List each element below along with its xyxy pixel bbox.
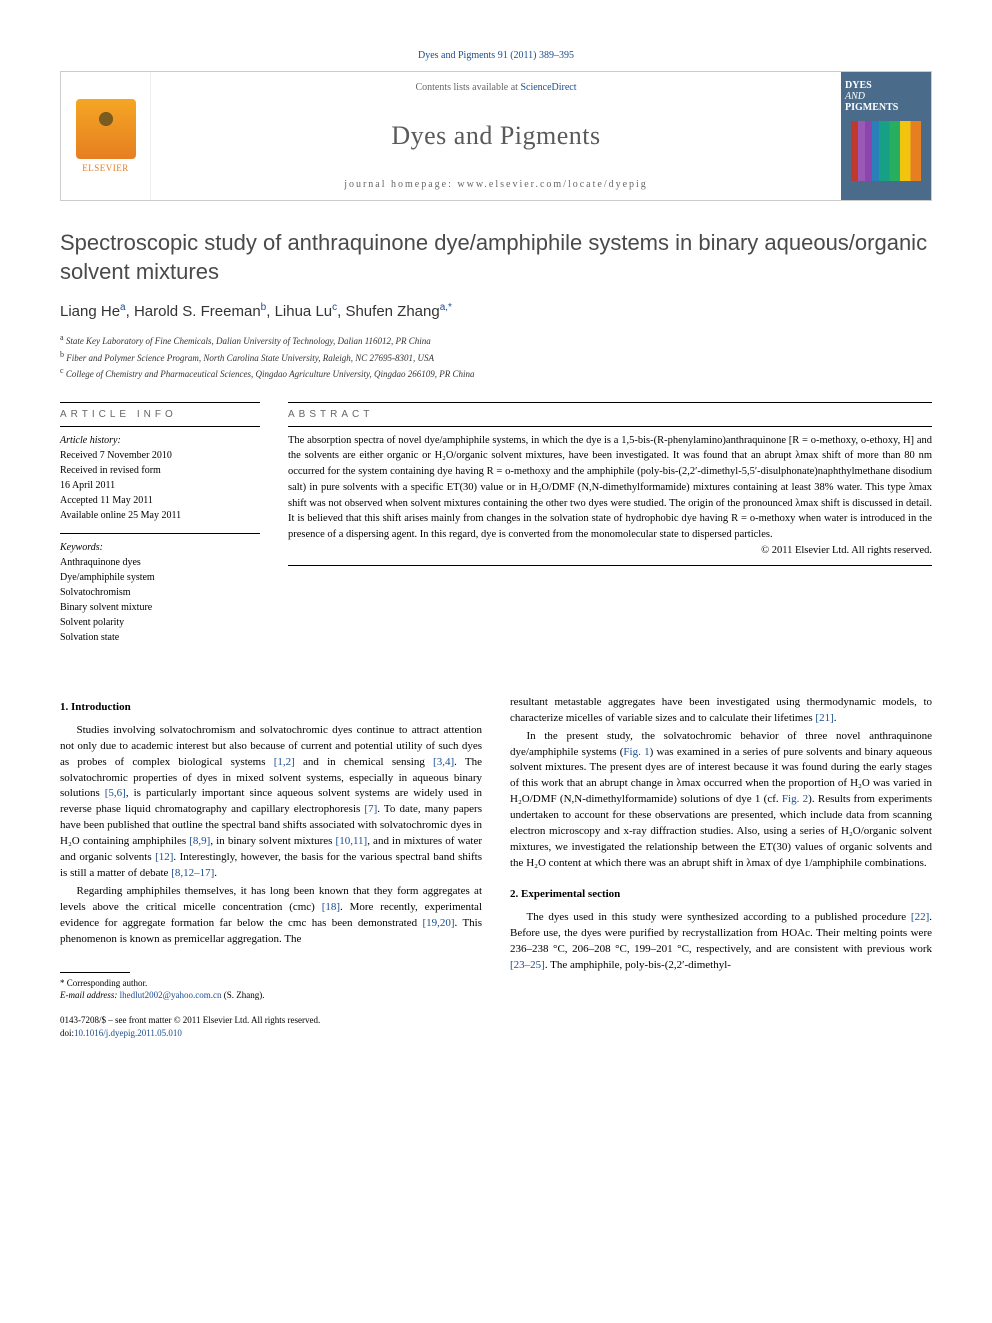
abstract-column: ABSTRACT The absorption spectra of novel…: [288, 402, 932, 655]
homepage-url[interactable]: www.elsevier.com/locate/dyepig: [457, 179, 647, 190]
contents-prefix: Contents lists available at: [415, 82, 520, 93]
history-line: 16 April 2011: [60, 478, 260, 493]
exp-para-1: The dyes used in this study were synthes…: [510, 910, 932, 974]
keyword: Dye/amphiphile system: [60, 570, 260, 585]
footnote-rule: [60, 972, 130, 973]
keyword: Solvation state: [60, 630, 260, 645]
right-column: resultant metastable aggregates have bee…: [510, 695, 932, 1040]
affiliation: c College of Chemistry and Pharmaceutica…: [60, 365, 932, 382]
cover-swatch: [851, 121, 921, 181]
abstract-label: ABSTRACT: [288, 403, 932, 426]
text: .: [834, 712, 837, 724]
article-info-column: ARTICLE INFO Article history: Received 7…: [60, 402, 260, 655]
intro-para-1: Studies involving solvatochromism and so…: [60, 723, 482, 882]
cover-title-3: PIGMENTS: [845, 102, 898, 113]
homepage-prefix: journal homepage:: [344, 179, 457, 190]
email-suffix: (S. Zhang).: [221, 990, 264, 1000]
corresponding-author-footnote: * Corresponding author. E-mail address: …: [60, 977, 482, 1002]
doi-prefix: doi:: [60, 1028, 74, 1038]
history-line: Accepted 11 May 2011: [60, 493, 260, 508]
ref-8-9[interactable]: [8,9]: [189, 835, 210, 847]
heading-introduction: 1. Introduction: [60, 701, 482, 713]
doi-link[interactable]: 10.1016/j.dyepig.2011.05.010: [74, 1028, 182, 1038]
elsevier-label: ELSEVIER: [82, 163, 129, 173]
text: , in binary solvent mixtures: [210, 835, 335, 847]
ref-18[interactable]: [18]: [322, 901, 340, 913]
cover-title: DYES AND PIGMENTS: [845, 80, 927, 113]
ref-8-12-17[interactable]: [8,12–17]: [171, 867, 214, 879]
affiliation: b Fiber and Polymer Science Program, Nor…: [60, 349, 932, 366]
email-label: E-mail address:: [60, 990, 120, 1000]
text: . The amphiphile, poly-bis-(2,2′-dimethy…: [545, 959, 731, 971]
text: and in chemical sensing: [295, 756, 433, 768]
bottom-meta: 0143-7208/$ – see front matter © 2011 El…: [60, 1014, 482, 1039]
keyword: Binary solvent mixture: [60, 600, 260, 615]
heading-experimental: 2. Experimental section: [510, 888, 932, 900]
abstract-body: The absorption spectra of novel dye/amph…: [288, 435, 932, 541]
ref-10-11[interactable]: [10,11]: [336, 835, 368, 847]
front-matter: 0143-7208/$ – see front matter © 2011 El…: [60, 1014, 482, 1027]
abstract-text: The absorption spectra of novel dye/amph…: [288, 427, 932, 565]
top-citation: Dyes and Pigments 91 (2011) 389–395: [60, 50, 932, 61]
intro-para-3: In the present study, the solvatochromic…: [510, 729, 932, 872]
history-line: Available online 25 May 2011: [60, 508, 260, 523]
history-line: Received 7 November 2010: [60, 448, 260, 463]
corr-author: * Corresponding author.: [60, 977, 482, 990]
text: resultant metastable aggregates have bee…: [510, 696, 932, 724]
affiliation: a State Key Laboratory of Fine Chemicals…: [60, 332, 932, 349]
left-column: 1. Introduction Studies involving solvat…: [60, 695, 482, 1040]
elsevier-tree-icon: [76, 99, 136, 159]
article-history: Article history: Received 7 November 201…: [60, 427, 260, 533]
history-label: Article history:: [60, 433, 260, 448]
fig-1-link[interactable]: Fig. 1: [623, 746, 649, 758]
cover-title-2: AND: [845, 91, 865, 102]
text: .: [214, 867, 217, 879]
fig-2-link[interactable]: Fig. 2: [782, 793, 808, 805]
ref-23-25[interactable]: [23–25]: [510, 959, 545, 971]
authors: Liang Hea, Harold S. Freemanb, Lihua Luc…: [60, 302, 932, 320]
text: The dyes used in this study were synthes…: [527, 911, 911, 923]
ref-1-2[interactable]: [1,2]: [274, 756, 295, 768]
intro-para-2-cont: resultant metastable aggregates have bee…: [510, 695, 932, 727]
journal-cover: DYES AND PIGMENTS: [841, 72, 931, 200]
keywords-label: Keywords:: [60, 540, 260, 555]
homepage-line: journal homepage: www.elsevier.com/locat…: [344, 179, 648, 190]
ref-5-6[interactable]: [5,6]: [105, 787, 126, 799]
keyword: Solvent polarity: [60, 615, 260, 630]
ref-19-20[interactable]: [19,20]: [422, 917, 454, 929]
ref-12[interactable]: [12]: [155, 851, 173, 863]
body-columns: 1. Introduction Studies involving solvat…: [60, 695, 932, 1040]
journal-name: Dyes and Pigments: [391, 121, 600, 151]
header-center: Contents lists available at ScienceDirec…: [151, 72, 841, 200]
abstract-copyright: © 2011 Elsevier Ltd. All rights reserved…: [288, 543, 932, 559]
keywords-block: Keywords: Anthraquinone dyesDye/amphiphi…: [60, 534, 260, 655]
article-title: Spectroscopic study of anthraquinone dye…: [60, 229, 932, 286]
cover-title-1: DYES: [845, 80, 872, 91]
affiliations: a State Key Laboratory of Fine Chemicals…: [60, 332, 932, 382]
ref-21[interactable]: [21]: [815, 712, 833, 724]
keyword: Anthraquinone dyes: [60, 555, 260, 570]
history-line: Received in revised form: [60, 463, 260, 478]
contents-line: Contents lists available at ScienceDirec…: [415, 82, 576, 93]
keyword: Solvatochromism: [60, 585, 260, 600]
elsevier-logo[interactable]: ELSEVIER: [61, 72, 151, 200]
article-info-label: ARTICLE INFO: [60, 403, 260, 426]
ref-22[interactable]: [22]: [911, 911, 929, 923]
sciencedirect-link[interactable]: ScienceDirect: [520, 82, 576, 93]
intro-para-2: Regarding amphiphiles themselves, it has…: [60, 884, 482, 948]
email-link[interactable]: lhedlut2002@yahoo.com.cn: [120, 990, 222, 1000]
ref-7[interactable]: [7]: [364, 803, 377, 815]
journal-header: ELSEVIER Contents lists available at Sci…: [60, 71, 932, 201]
ref-3-4[interactable]: [3,4]: [433, 756, 454, 768]
